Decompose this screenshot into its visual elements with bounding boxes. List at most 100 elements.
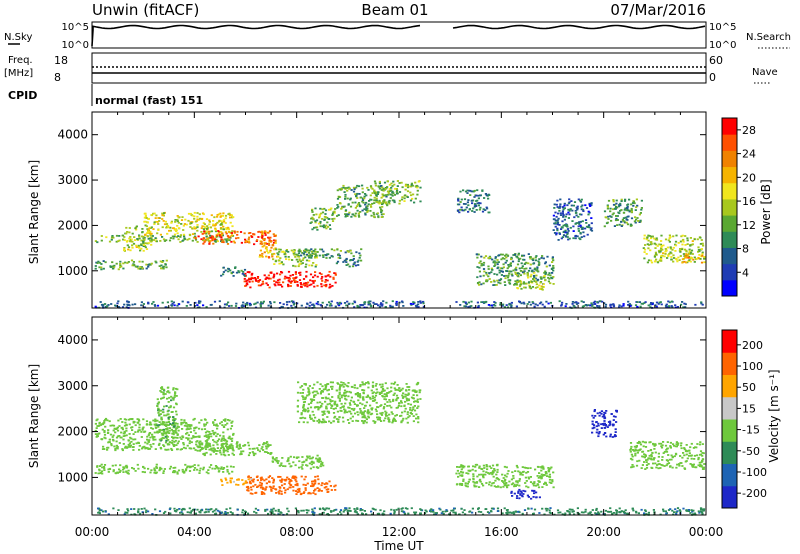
power-cell-17: [581, 204, 584, 207]
power-cell-18: [613, 208, 616, 210]
power-cell-12: [361, 200, 364, 203]
power-cell-9: [311, 252, 314, 255]
velocity-cell-7: [371, 384, 374, 387]
velocity-cell-1: [177, 429, 180, 432]
power-cell-21: [123, 303, 126, 306]
power-cell-1: [96, 241, 99, 244]
power-cell-13: [381, 195, 384, 198]
power-cell-15: [478, 283, 481, 286]
velocity-cell-1: [216, 447, 219, 449]
power-cell-15: [476, 276, 479, 279]
power-cell-1: [151, 235, 154, 237]
velocity-cell-0: [125, 464, 128, 467]
power-cell-4: [248, 241, 251, 244]
velocity-cell-1: [138, 444, 141, 447]
velocity-cell-3: [238, 445, 241, 448]
velocity-cell-1: [124, 434, 127, 437]
power-cell-19: [702, 244, 705, 247]
power-cell-6: [298, 259, 301, 262]
velocity-cell-7: [373, 422, 376, 424]
power-cell-17: [559, 205, 562, 208]
power-cell-15: [493, 273, 496, 275]
power-cell-12: [357, 212, 360, 215]
power-cell-22: [533, 305, 536, 308]
power-cell-1: [188, 237, 191, 240]
power-cell-21: [189, 304, 192, 306]
power-cell-14: [457, 198, 460, 201]
power-cell-19: [677, 242, 680, 244]
velocity-cell-0: [198, 472, 201, 474]
velocity-cell-2: [159, 390, 162, 392]
power-cell-12: [353, 214, 356, 217]
velocity-cell-4: [314, 475, 317, 478]
velocity-cell-10: [598, 411, 602, 414]
velocity-cell-1: [182, 421, 185, 424]
velocity-cell-1: [209, 433, 212, 435]
power-cell-3: [205, 230, 208, 233]
power-cell-19: [656, 245, 659, 247]
power-cell-15: [515, 255, 518, 258]
power-cell-4: [255, 240, 258, 242]
velocity-cell-8: [507, 484, 510, 487]
velocity-cell-7: [339, 407, 342, 409]
velocity-cell-7: [325, 384, 328, 387]
power-cell-6: [294, 265, 297, 268]
power-cell-22: [599, 300, 602, 303]
power-cell-13: [386, 186, 389, 188]
power-cell-18: [615, 199, 618, 202]
velocity-cell-8: [534, 468, 537, 471]
velocity-cell-7: [348, 402, 351, 404]
velocity-cell-1: [167, 439, 170, 441]
velocity-cell-7: [393, 392, 396, 395]
power-cell-19: [650, 237, 653, 240]
power-cell-15: [549, 274, 552, 277]
velocity-cell-7: [361, 403, 364, 406]
power-cell-15: [483, 256, 486, 259]
power-cell-17: [566, 231, 569, 234]
power-cell-15: [544, 270, 547, 273]
velocity-cell-0: [150, 469, 153, 472]
power-cell-1: [129, 236, 132, 238]
velocity-cell-2: [169, 406, 172, 409]
power-cell-15: [497, 261, 500, 263]
velocity-cell-1: [147, 447, 150, 450]
power-cell-17: [573, 216, 576, 219]
power-cell-19: [691, 253, 694, 255]
power-cell-17: [579, 220, 582, 223]
velocity-cell-8: [488, 483, 491, 486]
velocity-cell-4: [295, 493, 298, 495]
velocity-cell-7: [327, 388, 330, 391]
power-cell-2: [137, 245, 141, 248]
power-cell-14: [484, 193, 487, 195]
velocity-cell-11: [675, 443, 678, 445]
power-cell-19: [674, 250, 677, 252]
power-cell-8: [229, 269, 232, 272]
power-cell-1: [183, 235, 186, 238]
velocity-cell-11: [657, 460, 660, 463]
velocity-cell-1: [224, 420, 227, 422]
power-cell-15: [501, 253, 504, 256]
power-cell-20: [703, 261, 706, 264]
velocity-cell-2: [168, 415, 171, 418]
velocity-cell-0: [100, 470, 104, 473]
power-cell-0: [165, 266, 168, 269]
power-cell-12: [377, 215, 380, 218]
velocity-cell-0: [177, 469, 181, 472]
power-cell-15: [480, 264, 483, 267]
velocity-cell-0: [211, 467, 214, 470]
velocity-cell-7: [378, 417, 381, 419]
velocity-cell-8: [482, 464, 485, 467]
power-cell-3: [144, 212, 147, 215]
velocity-cell-2: [169, 423, 172, 425]
power-cell-7: [264, 278, 267, 280]
velocity-cell-7: [347, 406, 350, 409]
power-cell-4: [208, 241, 211, 244]
velocity-cell-1: [128, 418, 131, 421]
power-cell-21: [417, 301, 420, 303]
power-cell-19: [672, 260, 675, 263]
velocity-cell-2: [159, 413, 162, 415]
power-cell-12: [338, 196, 341, 198]
power-cell-11: [319, 225, 322, 228]
power-cell-19: [660, 246, 663, 249]
power-cell-19: [686, 261, 689, 264]
